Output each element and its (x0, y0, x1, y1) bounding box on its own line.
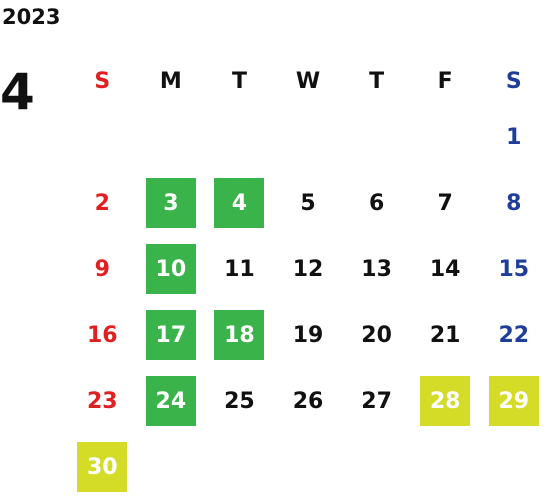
week-row-4: 16 17 18 19 20 21 22 (68, 302, 548, 368)
day-cell: 14 (411, 236, 480, 302)
day-cell: 19 (274, 302, 343, 368)
calendar-year: 2023 (2, 5, 61, 29)
week-row-3: 9 10 11 12 13 14 15 (68, 236, 548, 302)
day-number: 9 (94, 256, 110, 282)
weekday-tuesday: T (231, 68, 247, 94)
week-row-5: 23 24 25 26 27 28 29 (68, 368, 548, 434)
day-cell: 27 (342, 368, 411, 434)
day-number: 18 (214, 310, 265, 360)
weekday-wednesday: W (295, 68, 321, 94)
day-cell (342, 434, 411, 500)
day-number: 19 (292, 322, 324, 348)
day-number: 17 (145, 310, 196, 360)
weekday-saturday: S (505, 68, 522, 94)
day-cell: 8 (479, 170, 548, 236)
day-number (352, 112, 402, 162)
day-cell (137, 104, 206, 170)
day-cell-highlighted: 24 (137, 368, 206, 434)
day-cell: 9 (68, 236, 137, 302)
day-cell (342, 104, 411, 170)
day-cell: 2 (68, 170, 137, 236)
day-number: 25 (224, 388, 255, 414)
day-cell (205, 104, 274, 170)
day-cell (205, 434, 274, 500)
day-cell-highlighted: 4 (205, 170, 274, 236)
day-cell: 6 (342, 170, 411, 236)
day-number (146, 112, 196, 162)
day-cell-highlighted: 28 (411, 368, 480, 434)
day-cell (274, 434, 343, 500)
day-cell: 16 (68, 302, 137, 368)
day-cell (479, 434, 548, 500)
day-number: 29 (488, 376, 539, 426)
day-number: 24 (145, 376, 196, 426)
day-number: 14 (429, 256, 461, 282)
day-number: 3 (145, 178, 196, 228)
day-number: 10 (145, 244, 196, 294)
day-number: 30 (77, 442, 128, 492)
day-number (420, 112, 470, 162)
weekday-monday: M (159, 68, 182, 94)
day-number: 15 (498, 256, 530, 282)
day-cell (411, 104, 480, 170)
day-number: 13 (361, 256, 392, 282)
day-cell-highlighted: 29 (479, 368, 548, 434)
day-cell-highlighted: 3 (137, 170, 206, 236)
day-number: 20 (361, 322, 392, 348)
calendar-month: 4 (0, 63, 35, 121)
day-cell (68, 104, 137, 170)
week-row-6: 30 (68, 434, 548, 500)
weekday-header-row: S M T W T F S (68, 58, 548, 104)
day-number: 5 (300, 190, 316, 216)
day-number: 12 (292, 256, 324, 282)
day-number (214, 112, 264, 162)
day-number: 7 (437, 190, 453, 216)
day-cell: 22 (479, 302, 548, 368)
day-cell (137, 434, 206, 500)
day-number (283, 112, 333, 162)
day-cell: 15 (479, 236, 548, 302)
day-cell: 5 (274, 170, 343, 236)
day-cell-highlighted: 18 (205, 302, 274, 368)
day-number: 2 (94, 190, 110, 216)
day-number: 28 (420, 376, 471, 426)
day-cell (274, 104, 343, 170)
day-cell: 12 (274, 236, 343, 302)
day-cell: 11 (205, 236, 274, 302)
day-cell: 25 (205, 368, 274, 434)
day-number: 27 (361, 388, 392, 414)
weekday-sunday: S (94, 68, 111, 94)
weekday-thursday: T (369, 68, 385, 94)
day-cell: 13 (342, 236, 411, 302)
day-number: 1 (506, 124, 522, 150)
day-cell: 7 (411, 170, 480, 236)
day-number: 26 (292, 388, 324, 414)
day-number: 11 (224, 256, 255, 282)
week-row-1: 1 (68, 104, 548, 170)
day-cell: 1 (479, 104, 548, 170)
day-number: 6 (368, 190, 385, 216)
day-cell: 20 (342, 302, 411, 368)
day-number: 22 (498, 322, 530, 348)
day-cell-highlighted: 30 (68, 434, 137, 500)
calendar-grid: S M T W T F S 1 2 3 4 5 6 7 8 9 10 11 12… (68, 58, 548, 500)
day-cell: 26 (274, 368, 343, 434)
day-cell-highlighted: 17 (137, 302, 206, 368)
day-number: 4 (214, 178, 265, 228)
weekday-friday: F (437, 68, 453, 94)
day-number (77, 112, 127, 162)
day-cell (411, 434, 480, 500)
day-cell: 23 (68, 368, 137, 434)
day-number: 23 (86, 388, 118, 414)
day-cell-highlighted: 10 (137, 236, 206, 302)
day-number: 16 (86, 322, 118, 348)
day-cell: 21 (411, 302, 480, 368)
week-row-2: 2 3 4 5 6 7 8 (68, 170, 548, 236)
day-number: 21 (429, 322, 461, 348)
day-number: 8 (506, 190, 522, 216)
